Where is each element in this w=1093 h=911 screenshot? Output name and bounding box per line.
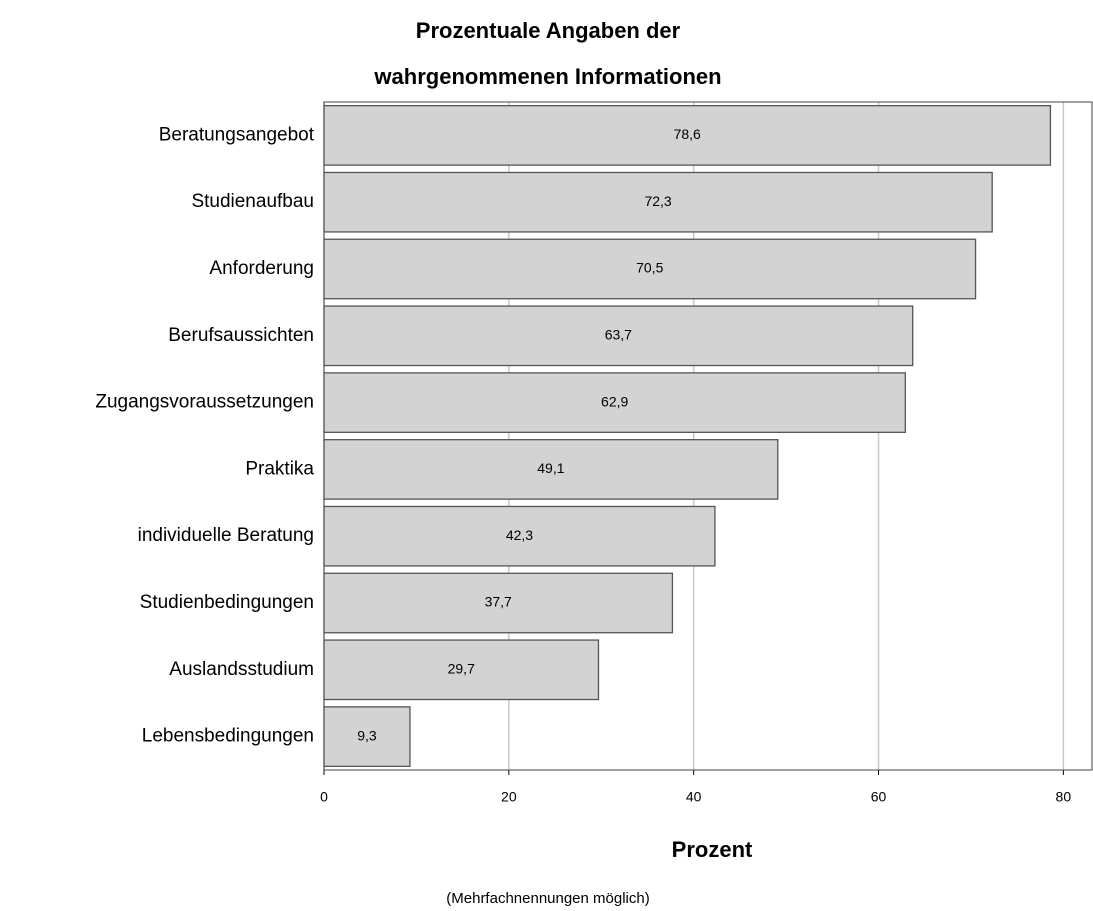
plot-frame <box>323 101 1093 771</box>
value-label: 9,3 <box>357 727 377 743</box>
value-label: 42,3 <box>506 527 533 543</box>
bar <box>323 639 600 701</box>
bar <box>323 572 674 634</box>
x-tick-label: 60 <box>871 789 887 805</box>
bar <box>323 706 411 767</box>
value-label: 37,7 <box>485 594 512 610</box>
y-tick-label: Praktika <box>245 458 314 479</box>
value-label: 78,6 <box>674 126 701 142</box>
bar <box>323 439 779 500</box>
y-tick-label: Beratungsangebot <box>159 124 315 145</box>
y-tick-label: Studienbedingungen <box>140 592 314 613</box>
y-tick-label: individuelle Beratung <box>138 525 314 546</box>
y-tick-label: Auslandsstudium <box>169 659 314 680</box>
bar <box>323 305 914 367</box>
bar <box>323 171 993 233</box>
y-tick-label: Berufsaussichten <box>168 325 314 346</box>
bar <box>323 372 906 433</box>
bar <box>323 238 977 300</box>
value-label: 62,9 <box>601 393 628 409</box>
x-tick-label: 0 <box>320 789 328 805</box>
x-tick-label: 20 <box>501 789 517 805</box>
y-tick-label: Studienaufbau <box>191 191 314 212</box>
x-axis-label: Prozent <box>672 837 753 862</box>
x-tick-label: 80 <box>1056 789 1072 805</box>
y-tick-label: Anforderung <box>209 258 314 279</box>
bar <box>323 105 1052 166</box>
value-label: 72,3 <box>644 193 671 209</box>
value-label: 49,1 <box>537 460 564 476</box>
bar <box>323 505 716 567</box>
value-label: 63,7 <box>605 327 632 343</box>
footnote: (Mehrfachnennungen möglich) <box>446 890 649 907</box>
y-tick-label: Lebensbedingungen <box>142 726 314 747</box>
value-label: 29,7 <box>448 661 475 677</box>
chart-title: Prozentuale Angaben der wahrgenommenen I… <box>374 18 722 89</box>
y-tick-label: Zugangsvoraussetzungen <box>95 392 314 413</box>
value-label: 70,5 <box>636 260 663 276</box>
x-tick-label: 40 <box>686 789 702 805</box>
